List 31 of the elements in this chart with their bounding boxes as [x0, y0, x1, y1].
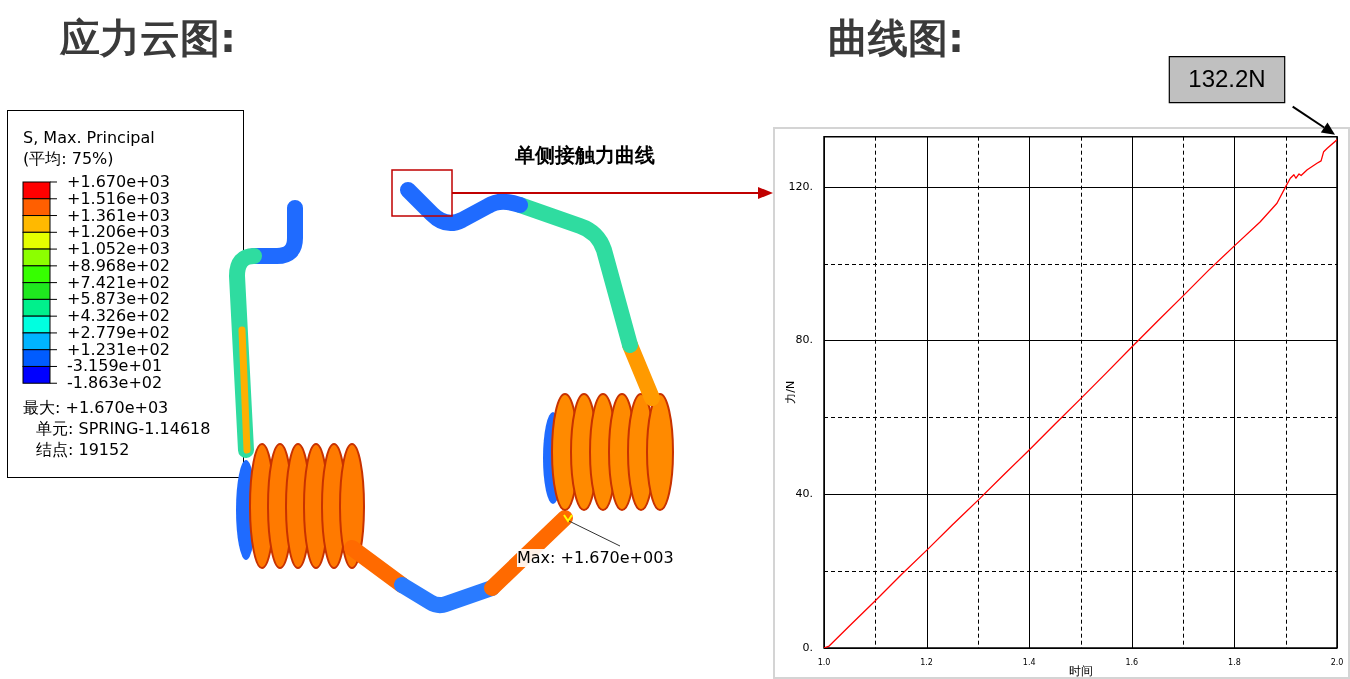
y-tick-label: 0.	[802, 640, 813, 654]
text: +1.670e+03	[67, 172, 170, 191]
y-axis-title: 力/N	[784, 380, 798, 404]
text: +7.421e+02	[67, 272, 170, 292]
text: +1.361e+03	[67, 205, 170, 225]
y-tick-label: 80.	[795, 333, 813, 347]
text: +5.873e+02	[67, 289, 170, 309]
x-tick-label: 2.0	[1330, 657, 1344, 667]
text: 132.2N	[1188, 65, 1266, 93]
x-axis-title: 时间	[1068, 663, 1093, 678]
text: +1.206e+03	[67, 222, 170, 242]
text: -3.159e+01	[67, 356, 163, 376]
x-tick-label: 1.6	[1125, 657, 1139, 667]
text: 应力云图:	[60, 14, 236, 62]
text: 单侧接触力曲线	[515, 143, 655, 167]
text: Max: +1.670e+003	[517, 548, 674, 567]
text: 最大: +1.670e+03	[23, 398, 169, 417]
text: S, Max. Principal	[23, 128, 155, 147]
text: +1.231e+02	[67, 339, 170, 359]
text: (平均: 75%)	[23, 149, 114, 168]
text: 单元: SPRING-1.14618	[36, 419, 211, 438]
x-tick-label: 1.8	[1228, 657, 1241, 667]
x-tick-label: 1.2	[920, 657, 933, 667]
text: +1.516e+03	[67, 188, 170, 208]
y-tick-label: 40.	[795, 487, 813, 501]
x-tick-label: 1.4	[1022, 657, 1036, 667]
x-tick-label: 1.0	[817, 657, 831, 667]
text: 结点: 19152	[36, 440, 130, 459]
chart-title: 曲线图:	[828, 14, 964, 62]
text: -1.863e+02	[67, 373, 163, 393]
y-tick-label: 120.	[788, 179, 813, 193]
